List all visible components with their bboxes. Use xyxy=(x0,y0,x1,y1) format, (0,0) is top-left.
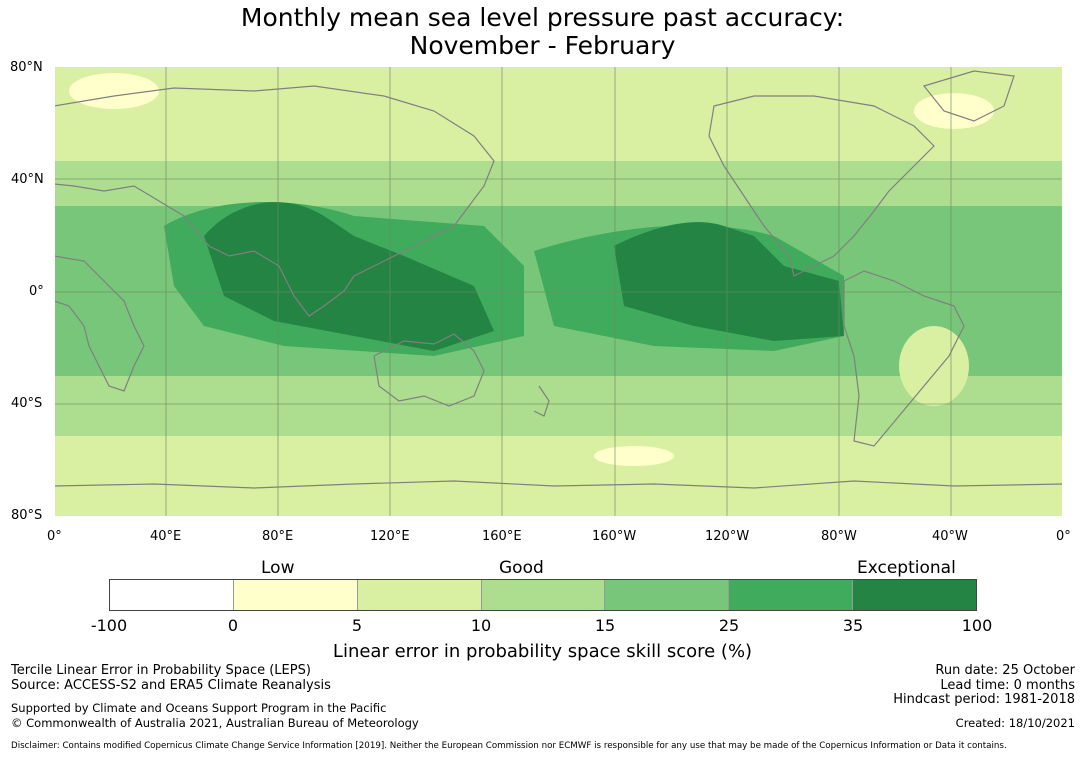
footer-source: Source: ACCESS-S2 and ERA5 Climate Reana… xyxy=(11,678,331,693)
patch-atlantic-pale xyxy=(914,93,994,129)
patch-arctic-pale xyxy=(69,73,159,109)
colorbar-segment-7 xyxy=(853,580,977,610)
patch-southern-pale xyxy=(594,446,674,466)
colorbar-tick: -100 xyxy=(90,616,128,635)
footer-disclaimer: Disclaimer: Contains modified Copernicus… xyxy=(11,741,1007,751)
footer-lead-time: Lead time: 0 months xyxy=(940,678,1075,693)
coast-south-america xyxy=(843,270,965,447)
colorbar-segment-6 xyxy=(729,580,854,610)
footer-support: Supported by Climate and Oceans Support … xyxy=(11,701,387,715)
lon-label-80e: 80°E xyxy=(262,529,294,544)
lon-label-120w: 120°W xyxy=(705,529,750,544)
lon-label-40e: 40°E xyxy=(150,529,182,544)
colorbar-label: Linear error in probability space skill … xyxy=(332,641,753,662)
title-line-1: Monthly mean sea level pressure past acc… xyxy=(240,3,845,32)
colorbar-category-good: Good xyxy=(499,558,544,578)
lon-label-0-right: 0° xyxy=(1056,529,1071,544)
lat-label-80n: 80°N xyxy=(10,60,43,75)
colorbar-tick: 15 xyxy=(594,616,616,635)
lon-label-120e: 120°E xyxy=(370,529,410,544)
colorbar-category-exceptional: Exceptional xyxy=(857,558,956,578)
colorbar-tick: 10 xyxy=(470,616,492,635)
lat-label-80s: 80°S xyxy=(11,508,43,523)
footer-created: Created: 18/10/2021 xyxy=(955,716,1075,730)
lat-label-40s: 40°S xyxy=(11,396,43,411)
colorbar-tick: 5 xyxy=(351,616,363,635)
footer-hindcast: Hindcast period: 1981-2018 xyxy=(893,692,1075,707)
band-south-moderate xyxy=(54,366,1063,436)
map-frame xyxy=(54,66,1063,517)
coastlines xyxy=(54,70,1063,489)
lat-label-0: 0° xyxy=(29,284,44,299)
coast-new-zealand xyxy=(533,385,550,417)
colorbar xyxy=(109,579,977,611)
colorbar-category-low: Low xyxy=(261,558,295,578)
map-title: Monthly mean sea level pressure past acc… xyxy=(0,4,1085,60)
lon-label-0-left: 0° xyxy=(47,529,62,544)
footer-run-date: Run date: 25 October xyxy=(935,663,1075,678)
patch-south-america-pale xyxy=(899,326,969,406)
coast-north-america xyxy=(708,95,935,277)
lon-label-80w: 80°W xyxy=(821,529,857,544)
colorbar-segment-5 xyxy=(605,580,730,610)
skill-map xyxy=(54,66,1063,517)
coast-eurasia xyxy=(54,85,495,317)
graticule xyxy=(54,66,1063,517)
coast-antarctica xyxy=(54,480,1063,489)
colorbar-segment-1 xyxy=(110,580,234,610)
colorbar-segment-3 xyxy=(357,580,482,610)
lon-label-40w: 40°W xyxy=(932,529,968,544)
footer-method: Tercile Linear Error in Probability Spac… xyxy=(11,663,311,678)
title-line-2: November - February xyxy=(409,31,676,60)
footer-copyright: © Commonwealth of Australia 2021, Austra… xyxy=(11,716,419,730)
colorbar-tick: 25 xyxy=(718,616,740,635)
coast-australia xyxy=(373,333,485,407)
region-warm-pool-exceptional xyxy=(204,202,494,351)
colorbar-tick: 0 xyxy=(227,616,239,635)
lon-label-160w: 160°W xyxy=(592,529,637,544)
colorbar-tick: 35 xyxy=(842,616,864,635)
coast-africa xyxy=(54,255,145,392)
colorbar-segment-2 xyxy=(233,580,358,610)
lat-label-40n: 40°N xyxy=(11,172,44,187)
region-east-pacific-exceptional xyxy=(614,222,844,341)
colorbar-tick: 100 xyxy=(961,616,993,635)
lon-label-160e: 160°E xyxy=(482,529,522,544)
colorbar-segment-4 xyxy=(481,580,606,610)
coast-greenland xyxy=(922,70,1015,122)
